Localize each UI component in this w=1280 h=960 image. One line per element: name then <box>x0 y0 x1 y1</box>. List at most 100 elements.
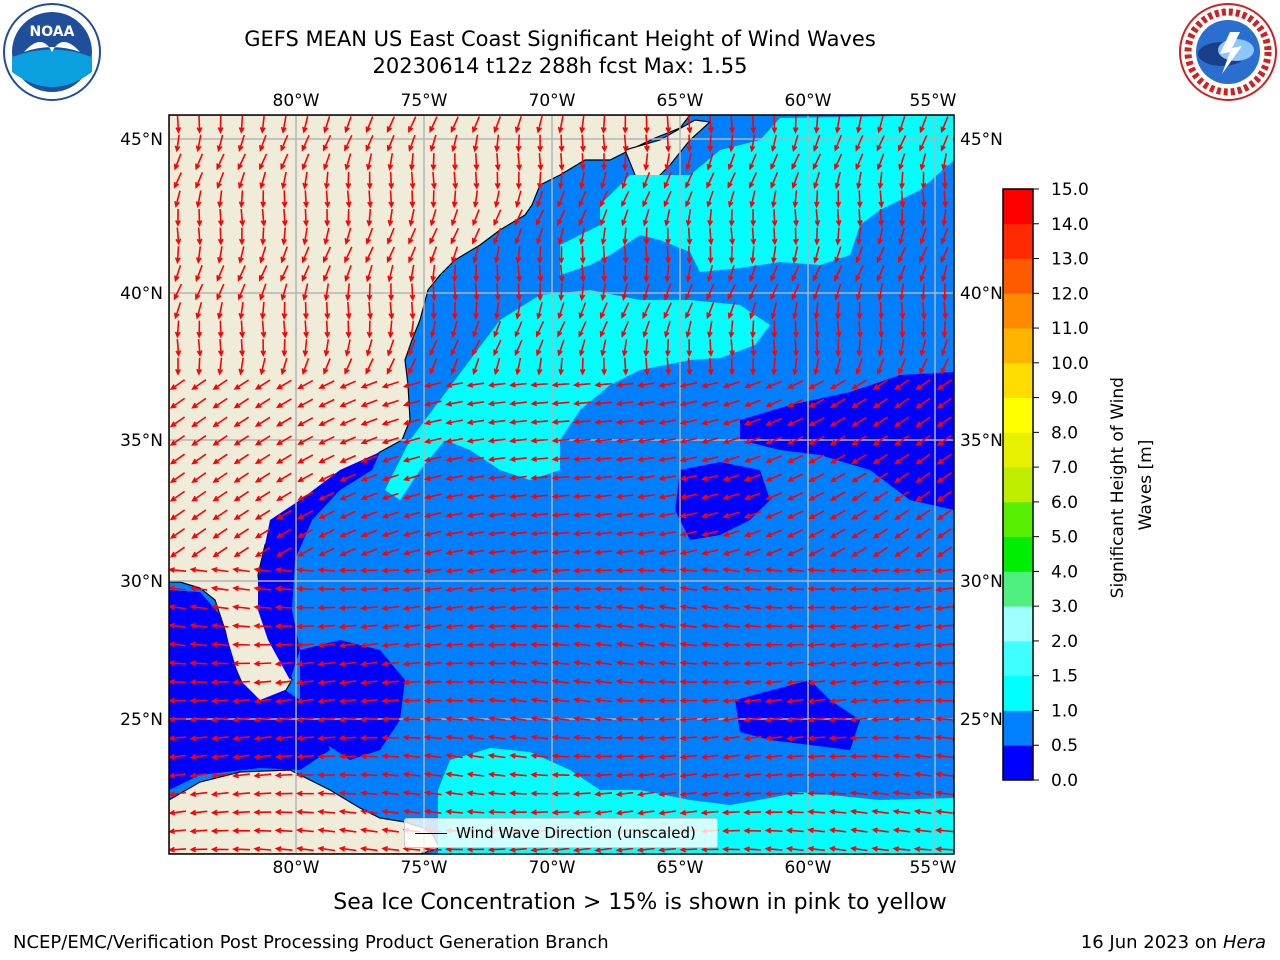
wave-direction-arrow <box>530 437 549 444</box>
wave-direction-arrow <box>664 153 671 171</box>
wave-direction-arrow <box>232 641 250 648</box>
wave-direction-arrow <box>658 456 676 463</box>
wave-direction-arrow <box>445 475 463 481</box>
wave-direction-arrow <box>359 716 378 723</box>
wave-direction-arrow <box>274 660 293 667</box>
wave-direction-arrow <box>366 320 373 339</box>
wave-direction-arrow <box>892 623 911 630</box>
wave-direction-arrow <box>765 510 783 519</box>
wave-direction-arrow <box>764 827 783 834</box>
wave-direction-arrow <box>792 227 799 246</box>
wave-direction-arrow <box>808 528 825 538</box>
arrow-legend: Wind Wave Direction (unscaled) <box>404 818 718 848</box>
wave-direction-arrow <box>210 828 229 834</box>
colorbar-segment <box>1003 745 1033 781</box>
wave-direction-arrow <box>750 357 756 376</box>
wave-direction-arrow <box>791 283 800 301</box>
wave-direction-arrow <box>275 416 292 427</box>
wave-direction-arrow <box>530 493 549 500</box>
wave-direction-arrow <box>423 493 442 500</box>
wave-direction-arrow <box>594 493 613 500</box>
wave-direction-arrow <box>557 209 566 226</box>
wave-direction-arrow <box>920 301 927 320</box>
wave-direction-arrow <box>572 437 591 444</box>
wave-direction-arrow <box>594 437 613 444</box>
wave-direction-arrow <box>508 381 527 388</box>
wave-direction-arrow <box>275 379 292 390</box>
wave-direction-arrow <box>679 381 698 389</box>
wave-direction-arrow <box>770 246 777 264</box>
wave-direction-arrow <box>658 622 676 629</box>
wave-direction-arrow <box>381 716 400 723</box>
wave-direction-arrow <box>849 661 868 667</box>
wave-direction-arrow <box>360 399 378 408</box>
wave-direction-arrow <box>876 134 885 152</box>
wave-direction-arrow <box>322 134 332 152</box>
wave-direction-arrow <box>898 116 906 134</box>
wave-direction-arrow <box>572 567 591 574</box>
wave-direction-arrow <box>494 264 501 283</box>
wave-direction-arrow <box>894 528 910 539</box>
wave-direction-arrow <box>771 339 778 358</box>
wave-direction-arrow <box>743 567 762 573</box>
wave-direction-arrow <box>786 398 804 408</box>
wave-direction-arrow <box>793 208 799 227</box>
wave-direction-arrow <box>749 153 757 171</box>
wave-direction-arrow <box>530 567 549 574</box>
wave-direction-arrow <box>765 492 783 501</box>
wave-direction-arrow <box>828 846 847 852</box>
wave-direction-arrow <box>721 641 740 648</box>
wave-direction-arrow <box>722 567 740 573</box>
wave-direction-arrow <box>785 827 804 834</box>
wave-direction-arrow <box>494 134 500 153</box>
wave-direction-arrow <box>770 265 779 282</box>
wave-direction-arrow <box>387 320 394 339</box>
wave-direction-arrow <box>701 511 719 519</box>
footer-date-text: 16 Jun 2023 on <box>1080 932 1218 953</box>
wave-direction-arrow <box>643 153 650 171</box>
wave-direction-arrow <box>253 754 272 760</box>
wave-direction-arrow <box>594 585 613 592</box>
wave-direction-arrow <box>685 264 692 283</box>
wave-direction-arrow <box>812 265 822 282</box>
wave-direction-arrow <box>367 301 373 320</box>
wave-direction-arrow <box>679 530 698 537</box>
wave-direction-arrow <box>450 358 459 376</box>
wave-direction-arrow <box>452 283 459 302</box>
wave-direction-arrow <box>487 641 506 648</box>
wave-direction-arrow <box>642 190 651 208</box>
wave-direction-arrow <box>679 641 698 648</box>
wave-direction-arrow <box>402 660 421 667</box>
wave-direction-arrow <box>679 678 698 685</box>
wave-direction-arrow <box>557 320 566 338</box>
colorbar-segment <box>1003 293 1033 329</box>
wave-direction-arrow <box>727 264 735 283</box>
wave-direction-arrow <box>551 437 570 444</box>
wave-direction-arrow <box>530 641 549 648</box>
wave-direction-arrow <box>600 171 607 190</box>
wave-direction-arrow <box>212 528 228 539</box>
wave-direction-arrow <box>445 771 463 778</box>
colorbar-tick-label: 8.0 <box>1051 423 1078 443</box>
wave-direction-arrow <box>423 400 442 407</box>
wave-direction-arrow <box>935 586 953 593</box>
wave-direction-arrow <box>259 301 266 320</box>
wave-direction-arrow <box>402 623 421 630</box>
wave-direction-arrow <box>317 790 336 797</box>
wave-direction-arrow <box>238 115 245 134</box>
wave-direction-arrow <box>828 808 847 815</box>
wave-direction-arrow <box>551 456 570 463</box>
wave-direction-arrow <box>530 790 549 797</box>
wave-direction-arrow <box>919 153 927 171</box>
wave-direction-arrow <box>601 134 608 153</box>
wave-direction-arrow <box>402 808 421 815</box>
wave-direction-arrow <box>317 753 336 760</box>
wave-direction-arrow <box>765 417 783 426</box>
wave-direction-arrow <box>722 492 740 500</box>
wave-direction-arrow <box>259 171 267 190</box>
wave-direction-arrow <box>232 660 250 667</box>
lat-label: 40°N <box>960 284 1003 304</box>
colorbar-label-line2: Waves [m] <box>1136 440 1156 531</box>
wave-direction-arrow <box>792 357 799 376</box>
wave-direction-arrow <box>915 397 931 409</box>
